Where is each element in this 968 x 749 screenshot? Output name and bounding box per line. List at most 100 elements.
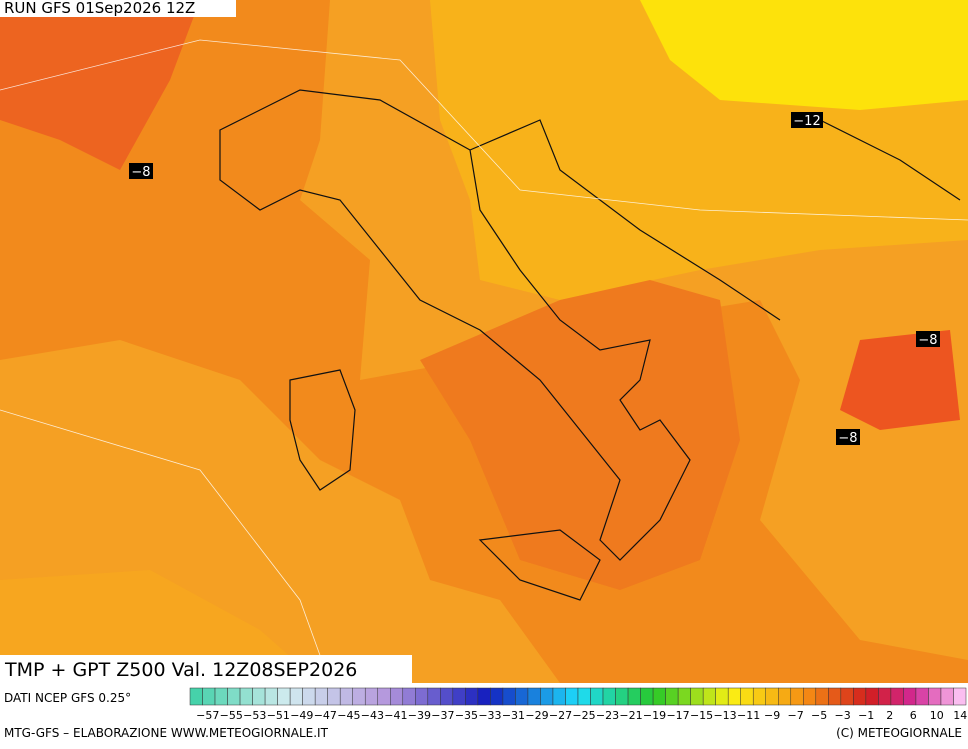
colorbar-label: −25 (572, 709, 595, 722)
colorbar-label: −53 (243, 709, 266, 722)
colorbar-swatch (828, 687, 842, 706)
contour-label-box (916, 331, 940, 347)
colorbar-swatch (590, 687, 604, 706)
colorbar-swatch (289, 687, 303, 706)
contour-label-box (836, 429, 860, 445)
contour-label: −8 (131, 165, 150, 180)
contour-label: −8 (838, 431, 857, 446)
colorbar-swatch (402, 687, 416, 706)
colorbar-label: −35 (455, 709, 478, 722)
colorbar-label: −15 (690, 709, 713, 722)
colorbar-label: −51 (267, 709, 290, 722)
colorbar-swatch (752, 687, 766, 706)
colorbar-swatch (890, 687, 904, 706)
colorbar-label: 10 (930, 709, 944, 722)
colorbar-swatch (765, 687, 779, 706)
isohypses (0, 39, 968, 684)
colorbar-label: −21 (619, 709, 642, 722)
colorbar-swatch (615, 687, 629, 706)
footer-left: MTG-GFS – ELABORAZIONE WWW.METEOGIORNALE… (4, 726, 329, 740)
run-label: RUN GFS 01Sep2026 12Z (4, 0, 195, 17)
colorbar: −57 −55 −53 −51 −49 −47 −45 −43 −41 −39 −37 −35 −33−… (189, 687, 967, 722)
colorbar-swatch (314, 687, 328, 706)
colorbar-swatch (915, 687, 929, 706)
colorbar-swatch (577, 687, 591, 706)
colorbar-label: −39 (408, 709, 431, 722)
colorbar-swatch (477, 687, 491, 706)
colorbar-swatch (390, 687, 404, 706)
colorbar-swatch (778, 687, 792, 706)
map-title: TMP + GPT Z500 Val. 12Z08SEP2026 (4, 659, 357, 681)
colorbar-swatch (377, 687, 391, 706)
colorbar-swatch (903, 687, 917, 706)
colorbar-swatch (727, 687, 741, 706)
run-box (0, 0, 236, 17)
colorbar-label: −1 (858, 709, 874, 722)
colorbar-swatch (352, 687, 366, 706)
contour-labels: −8 −12 −8 −8 (129, 112, 940, 446)
contour-label-box (129, 163, 153, 179)
colorbar-label: −41 (384, 709, 407, 722)
colorbar-label: −45 (337, 709, 360, 722)
colorbar-label: −11 (737, 709, 760, 722)
colorbar-label: −7 (788, 709, 804, 722)
colorbar-label: −33 (478, 709, 501, 722)
colorbar-swatch (415, 687, 429, 706)
colorbar-swatch (540, 687, 554, 706)
colorbar-swatch (565, 687, 579, 706)
colorbar-label: −27 (549, 709, 572, 722)
source-label: DATI NCEP GFS 0.25° (4, 691, 131, 705)
footer-right: (C) METEOGIORNALE (836, 726, 962, 740)
colorbar-label: −37 (431, 709, 454, 722)
colorbar-swatch (815, 687, 829, 706)
colorbar-label: −57 (196, 709, 219, 722)
colorbar-label: −31 (502, 709, 525, 722)
colorbar-swatch (239, 687, 253, 706)
orange-zone (0, 0, 968, 683)
colorbar-swatch (878, 687, 892, 706)
colorbar-swatch (853, 687, 867, 706)
colorbar-label: −17 (666, 709, 689, 722)
colorbar-swatch (715, 687, 729, 706)
colorbar-label: −9 (764, 709, 780, 722)
colorbar-swatch (515, 687, 529, 706)
colorbar-swatch (465, 687, 479, 706)
colorbar-swatch (640, 687, 654, 706)
colorbar-swatch (928, 687, 942, 706)
contour-label: −12 (793, 114, 820, 129)
colorbar-swatch (227, 687, 241, 706)
colorbar-swatch (364, 687, 378, 706)
warm-zone (0, 570, 320, 683)
colorbar-swatch (202, 687, 216, 706)
colorbar-label: −19 (643, 709, 666, 722)
colorbar-swatch (677, 687, 691, 706)
colorbar-swatch (214, 687, 228, 706)
colorbar-label: −47 (314, 709, 337, 722)
colorbar-label: 2 (886, 709, 893, 722)
contour-label-box (791, 112, 823, 128)
colorbar-swatch (440, 687, 454, 706)
colorbar-swatch (490, 687, 504, 706)
colorbar-swatch (627, 687, 641, 706)
colorbar-label: −23 (596, 709, 619, 722)
colorbar-swatch (940, 687, 954, 706)
colorbar-swatch (452, 687, 466, 706)
colorbar-swatch (702, 687, 716, 706)
colorbar-swatch (502, 687, 516, 706)
colorbar-swatch (427, 687, 441, 706)
colorbar-swatch (740, 687, 754, 706)
colorbar-swatch (790, 687, 804, 706)
colorbar-label: −5 (811, 709, 827, 722)
colorbar-label: −43 (361, 709, 384, 722)
yellow-zone (640, 0, 968, 110)
colorbar-swatch (690, 687, 704, 706)
colorbar-swatch (953, 687, 967, 706)
colorbar-swatch (527, 687, 541, 706)
colorbar-swatch (865, 687, 879, 706)
colorbar-swatch (652, 687, 666, 706)
colorbar-swatch (189, 687, 203, 706)
colorbar-swatch (803, 687, 817, 706)
title-box (0, 655, 412, 683)
colorbar-label: −3 (835, 709, 851, 722)
